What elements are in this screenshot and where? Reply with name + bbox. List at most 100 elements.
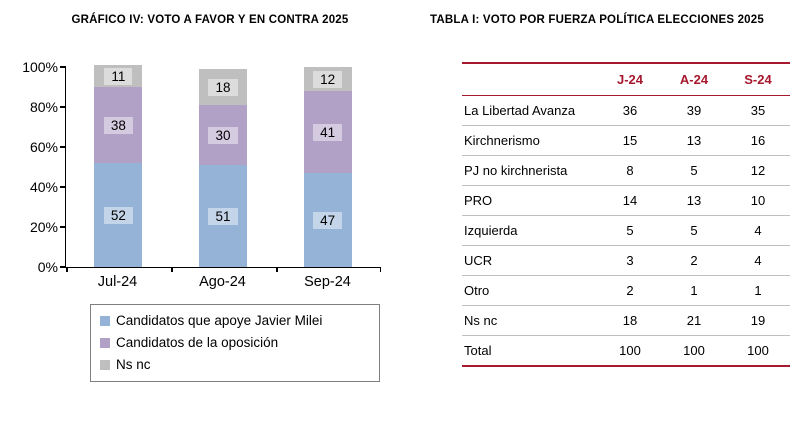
legend-swatch-icon [100,359,110,370]
table-value-cell: 100 [726,335,790,367]
chart-legend: Candidatos que apoye Javier Milei Candida… [90,304,380,382]
table-row: PJ no kirchnerista 8 5 12 [462,155,790,186]
bar-segment: 38 [94,87,143,163]
table-value-cell: 15 [598,125,662,156]
bar-segment: 12 [303,67,352,91]
table-value-cell: 18 [598,305,662,336]
y-axis-tick-mark [60,106,66,108]
table-row-label: Otro [462,275,598,306]
table-value-cell: 1 [726,275,790,306]
y-axis-tick-mark [60,66,66,68]
table-value-cell: 4 [726,245,790,276]
chart-plot-area: 11 38 52 18 30 51 12 41 47 0% 20% 40% 60% 80% 100% [22,59,381,275]
y-axis-tick-label: 100% [22,59,58,75]
table-column-header: S-24 [726,63,790,96]
y-axis-tick-label: 80% [29,99,58,115]
y-axis-tick-label: 20% [29,219,58,235]
data-label: 18 [208,78,238,96]
stacked-bar-Sep-24: 12 41 47 [303,67,352,267]
table-value-cell: 2 [662,245,726,276]
table-row-label: La Libertad Avanza [462,95,598,126]
x-axis-tick-mark [379,267,381,272]
table-header-row: J-24 A-24 S-24 [462,63,790,96]
table-row: PRO 14 13 10 [462,185,790,216]
table-value-cell: 16 [726,125,790,156]
table-value-cell: 21 [662,305,726,336]
table-row-label: Kirchnerismo [462,125,598,156]
table-value-cell: 3 [598,245,662,276]
bar-group: 11 38 52 18 30 51 12 41 47 [66,65,380,267]
table-value-cell: 8 [598,155,662,186]
legend-swatch-icon [100,315,110,326]
x-axis-category-label: Ago-24 [199,274,246,290]
table-value-cell: 35 [726,95,790,126]
table-row-label: Ns nc [462,305,598,336]
y-axis-tick-mark [60,226,66,228]
table-row: Otro 2 1 1 [462,275,790,306]
table-value-cell: 39 [662,95,726,126]
table-value-cell: 13 [662,185,726,216]
legend-item: Ns nc [100,356,370,373]
x-axis-tick-mark [66,267,68,272]
table-row: La Libertad Avanza 36 39 35 [462,95,790,126]
table-value-cell: 10 [726,185,790,216]
y-axis-tick-label: 60% [29,139,58,155]
table-row: UCR 3 2 4 [462,245,790,276]
table-value-cell: 1 [662,275,726,306]
table-row-label: Izquierda [462,215,598,246]
table-value-cell: 5 [662,155,726,186]
table-value-cell: 5 [662,215,726,246]
table-value-cell: 100 [662,335,726,367]
table-value-cell: 36 [598,95,662,126]
data-label: 38 [103,116,133,134]
stacked-bar-Ago-24: 18 30 51 [198,69,247,267]
table-corner-cell [462,63,598,96]
table-title: TABLA I: VOTO POR FUERZA POLÍTICA ELECCI… [430,14,764,26]
legend-swatch-icon [100,337,110,348]
chart-title: GRÁFICO IV: VOTO A FAVOR Y EN CONTRA 202… [71,14,349,26]
table-value-cell: 13 [662,125,726,156]
stacked-bar-Jul-24: 11 38 52 [94,65,143,267]
legend-item: Candidatos que apoye Javier Milei [100,312,370,329]
table-column-header: A-24 [662,63,726,96]
table-row: Ns nc 18 21 19 [462,305,790,336]
table-value-cell: 100 [598,335,662,367]
table-value-cell: 4 [726,215,790,246]
data-label: 12 [313,70,343,88]
y-axis-tick-mark [60,146,66,148]
bar-segment: 30 [198,105,247,165]
table-row-label: PJ no kirchnerista [462,155,598,186]
bar-segment: 52 [94,163,143,267]
y-axis-tick-label: 40% [29,179,58,195]
table-value-cell: 14 [598,185,662,216]
x-axis-tick-mark [171,267,173,272]
table-row: Izquierda 5 5 4 [462,215,790,246]
results-table: J-24 A-24 S-24 La Libertad Avanza 36 39 35 Kir… [462,62,790,367]
table-row-label: UCR [462,245,598,276]
bar-segment: 11 [94,65,143,87]
y-axis-tick-mark [60,266,66,268]
legend-item: Candidatos de la oposición [100,334,370,351]
bar-segment: 18 [198,69,247,105]
x-axis-category-label: Jul-24 [97,274,138,290]
data-label: 41 [313,123,343,141]
legend-label: Candidatos que apoye Javier Milei [116,313,323,328]
y-axis-tick-label: 0% [37,259,58,275]
table-row: Total 100 100 100 [462,335,790,367]
table-value-cell: 5 [598,215,662,246]
table-row-label: PRO [462,185,598,216]
bar-segment: 41 [303,91,352,173]
data-label: 51 [208,207,238,225]
legend-label: Ns nc [116,357,151,372]
legend-label: Candidatos de la oposición [116,335,279,350]
x-axis-labels: Jul-24 Ago-24 Sep-24 [65,274,380,290]
table-column-header: J-24 [598,63,662,96]
data-label: 52 [103,206,133,224]
table-row-label: Total [462,335,598,367]
data-label: 30 [208,126,238,144]
table-body: La Libertad Avanza 36 39 35 Kirchnerismo 15 13… [462,95,790,367]
x-axis-tick-mark [276,267,278,272]
table-value-cell: 2 [598,275,662,306]
bar-segment: 47 [303,173,352,267]
